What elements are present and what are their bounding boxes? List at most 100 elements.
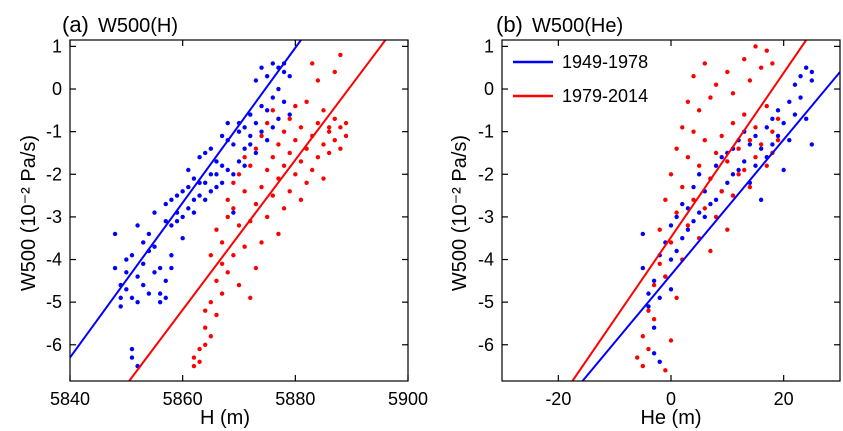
panel-a-point-series-0 <box>180 236 185 241</box>
panel-b-point-series-0 <box>646 291 651 296</box>
panel-b-point-series-1 <box>742 112 747 117</box>
panel-b-point-series-0 <box>798 74 803 79</box>
panel-b-point-series-0 <box>787 137 792 143</box>
panel-a-frame <box>69 39 409 382</box>
panel-b-point-series-1 <box>725 159 730 164</box>
panel-a-point-series-0 <box>270 61 275 66</box>
panel-a-point-series-0 <box>152 210 157 215</box>
panel-b-point-series-1 <box>702 137 707 143</box>
panel-b-point-series-1 <box>691 129 696 134</box>
panel-a-point-series-1 <box>214 312 219 318</box>
panel-a-point-series-1 <box>208 299 214 305</box>
panel-b-point-series-1 <box>708 248 713 254</box>
panel-a-point-series-1 <box>197 346 202 352</box>
panel-b-point-series-1 <box>685 155 691 160</box>
panel-a-point-series-1 <box>214 278 219 284</box>
panel-b-point-series-1 <box>680 184 685 190</box>
panel-b-ytick-label: -5 <box>478 292 494 312</box>
panel-a-point-series-1 <box>293 137 298 143</box>
panel-a-point-series-1 <box>242 189 247 194</box>
panel-b-point-series-1 <box>730 91 736 96</box>
panel-b-point-series-1 <box>668 172 674 177</box>
panel-b-point-series-0 <box>640 265 646 271</box>
panel-b-ylabel: W500 (10⁻² Pa/s) <box>449 135 471 291</box>
panel-a-label: (a) <box>62 12 89 37</box>
panel-a-point-series-0 <box>169 253 174 258</box>
panel-b-label: (b) <box>496 12 523 37</box>
panel-b-point-series-0 <box>804 116 809 122</box>
panel-a-point-series-0 <box>197 193 202 198</box>
panel-a-ytick-label: -3 <box>46 207 62 227</box>
panel-a-point-series-0 <box>124 270 129 275</box>
panel-a-point-series-0 <box>112 265 118 271</box>
panel-a-point-series-0 <box>174 193 180 198</box>
panel-a-point-series-1 <box>276 231 281 237</box>
panel-a-point-series-1 <box>203 308 208 313</box>
panel-b-point-series-0 <box>691 218 696 224</box>
panel-b-point-series-1 <box>775 116 781 122</box>
panel-b-ytick-label: -3 <box>478 207 494 227</box>
panel-a-point-series-0 <box>264 137 270 143</box>
panel-b-point-series-0 <box>708 201 713 207</box>
panel-a-ytick-label: -1 <box>46 122 62 142</box>
panel-b-point-series-1 <box>651 316 657 322</box>
panel-a-point-series-0 <box>135 223 140 228</box>
panel-b-point-series-0 <box>770 116 775 122</box>
panel-a-point-series-0 <box>231 172 236 177</box>
panel-b-fit-line-0 <box>581 71 840 381</box>
panel-a-point-series-1 <box>236 223 242 228</box>
panel-a-point-series-0 <box>276 116 281 122</box>
panel-a-point-series-0 <box>287 74 292 79</box>
panel-a-point-series-1 <box>298 197 304 203</box>
panel-b-point-series-0 <box>674 248 679 254</box>
panel-a-point-series-0 <box>112 231 118 237</box>
panel-a-point-series-1 <box>310 61 315 66</box>
panel-a-point-series-1 <box>214 227 219 232</box>
panel-b-point-series-0 <box>781 167 786 173</box>
panel-b-point-series-1 <box>708 95 713 100</box>
panel-a-point-series-1 <box>281 206 287 211</box>
panel-b-point-series-0 <box>730 172 736 177</box>
panel-a-fit-line-0 <box>70 40 302 359</box>
panel-b-point-series-0 <box>787 99 792 105</box>
panel-a-point-series-0 <box>242 163 247 168</box>
panel-a-point-series-0 <box>253 150 259 156</box>
panel-a-point-series-1 <box>253 265 259 271</box>
panel-a-point-series-1 <box>203 325 208 330</box>
panel-b-point-series-0 <box>719 155 724 160</box>
panel-b-point-series-1 <box>651 282 657 288</box>
panel-a-point-series-1 <box>326 125 332 130</box>
panel-a-point-series-1 <box>242 244 247 249</box>
panel-b-point-series-0 <box>736 167 741 173</box>
panel-a-point-series-0 <box>259 103 264 109</box>
panel-a-point-series-0 <box>270 95 275 100</box>
panel-b-point-series-1 <box>719 133 724 139</box>
legend-label-1979-2014: 1979-2014 <box>562 86 648 106</box>
panel-a-point-series-1 <box>191 363 197 369</box>
panel-a-xtick-label: 5900 <box>388 389 428 409</box>
panel-b-point-series-1 <box>753 44 758 49</box>
panel-a-point-series-0 <box>214 159 219 164</box>
panel-a-title: W500(H) <box>98 15 178 37</box>
panel-a-point-series-0 <box>157 291 163 296</box>
panel-a-marks <box>70 40 387 381</box>
panel-a-point-series-0 <box>225 167 230 173</box>
panel-a-point-series-0 <box>146 231 152 237</box>
panel-b-point-series-0 <box>804 65 809 70</box>
panel-b-ytick-label: -1 <box>478 122 494 142</box>
panel-b-point-series-1 <box>742 56 747 62</box>
legend-label-1949-1978: 1949-1978 <box>562 52 648 72</box>
panel-a-point-series-1 <box>225 197 230 203</box>
panel-a-point-series-1 <box>231 206 236 211</box>
panel-a-point-series-1 <box>264 214 270 220</box>
panel-b-point-series-1 <box>753 155 758 160</box>
panel-b-point-series-0 <box>770 142 775 147</box>
panel-b-point-series-1 <box>758 65 764 70</box>
panel-b-point-series-0 <box>680 201 685 207</box>
panel-a-point-series-0 <box>186 206 191 211</box>
panel-b-point-series-1 <box>696 163 702 168</box>
panel-b-point-series-0 <box>651 351 657 356</box>
panel-b-point-series-0 <box>781 120 786 126</box>
panel-a-xtick-label: 5860 <box>163 389 203 409</box>
